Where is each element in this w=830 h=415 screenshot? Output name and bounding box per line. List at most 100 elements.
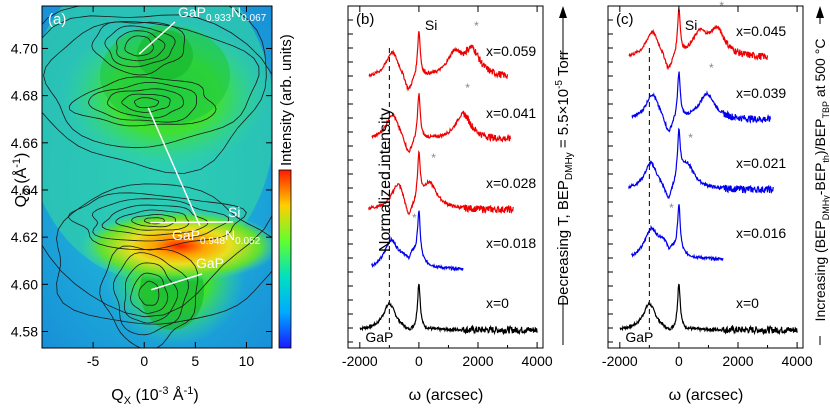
x-tick-label: 0 [415,353,423,369]
contour-ring [130,272,169,314]
x-tick-label: -2000 [342,353,378,369]
rsm-y-tick-label: 4.68 [11,88,38,104]
series-curve [371,93,511,154]
series-label: x=0.041 [486,105,536,121]
series-curve [371,210,464,272]
rsm-y-ticks: 4.58 4.60 4.62 4.64 4.66 4.68 4.70 [11,40,272,339]
layer-peak-marker: * [465,81,470,95]
contour-ring [56,183,272,325]
series-label: x=0.045 [736,23,786,39]
rsm-x-tick-label: 0 [140,353,148,369]
rsm-y-tick-label: 4.66 [11,135,38,151]
panel-b-x-ticks: -2000 0 2000 4000 [342,6,553,369]
contour-ring [42,14,272,318]
panel-c-frame [607,5,804,349]
series-curve [631,71,771,133]
gap-reference-label: GaP [365,329,393,345]
x-tick-label: 4000 [522,353,553,369]
contour-ring [138,280,160,306]
contour-ring [112,252,189,336]
panel-a-label: (a) [48,11,66,28]
panel-a-rsm: (a) -5 0 5 10 4.584.604.624.644.664.684.70 … [11,4,273,407]
rsm-y-tick-label: 4.58 [11,323,38,339]
peak-label: GaP0.933N0.067 [178,4,267,24]
colorbar-label: Intensity (arb. units) [278,34,295,166]
layer-peak-marker: * [688,131,693,145]
contour-ring [115,209,190,231]
peak-pointer [150,221,234,224]
contour-ring [91,198,230,242]
contour-ring [107,88,184,119]
x-tick-label: 2000 [722,353,753,369]
series-curve [631,204,724,262]
rsm-peak-labels: GaP0.933N0.067 GaP0.948N0.052 Si GaP [138,4,267,291]
colorbar-gradient [278,169,292,349]
contour-ring [88,82,198,123]
contour-ring [121,93,171,113]
colorbar: Intensity (arb. units) [278,34,295,349]
panel-b-label: (b) [356,11,374,28]
contour-ring [91,21,186,76]
x-tick-label: 4000 [782,353,813,369]
contour-ring [42,6,267,174]
rsm-y-tick-label: 4.70 [11,40,38,56]
panel-b-x-axis-title: ω (arcsec) [409,387,484,404]
layer-peak-marker: * [431,151,436,165]
peak-pointer [138,21,176,55]
panel-b-side-label: Decreasing T, BEPDMHy = 5.5×10-5 Torr [554,6,575,345]
x-tick-label: 0 [675,353,683,369]
contour-ring [99,245,199,348]
series-curve [628,127,774,199]
rsm-y-tick-label: 4.64 [11,182,38,198]
peak-label: GaP [196,255,224,271]
peak-label: Si [228,204,240,220]
x-tick-label: -2000 [602,353,638,369]
panel-c-side-label: Increasing (BEPDMHy-BEPth)/BEPTBP at 500… [811,6,830,345]
series-label: x=0 [486,295,509,311]
panel-b-y-axis-title: Normalized intensity [377,108,394,252]
contour-ring [67,192,247,251]
layer-peak-marker: * [709,61,714,75]
series-label: x=0 [736,295,759,311]
rsm-y-axis-title: QZ (Å-1) [11,153,33,208]
rsm-x-axis-title: QX (10-3 Å-1) [111,385,198,407]
series-label: x=0.059 [486,43,536,59]
series-label: x=0.039 [736,85,786,101]
rsm-y-tick-label: 4.62 [11,229,38,245]
panel-b-xrd: (b) GaP x=0 x=0.018 * x=0.028 * x=0.041 * x=0.05… [342,5,553,404]
series-label: x=0.028 [486,175,536,191]
rsm-x-ticks: -5 0 5 10 [87,6,254,369]
rsm-y-tick-label: 4.60 [11,276,38,292]
rsm-x-tick-label: -5 [87,353,100,369]
series-curve [628,8,768,71]
contour-ring [133,97,160,109]
contour-ring [104,25,176,68]
panel-c-xrd: (c) GaP x=0 x=0.016 * x=0.021 * x=0.039 * x=0.04… [602,0,813,404]
gap-reference-label: GaP [625,329,653,345]
layer-peak-marker: * [669,201,674,215]
x-tick-label: 2000 [462,353,493,369]
rsm-frame [41,5,273,349]
contour-ring [123,262,179,324]
contour-ring [131,213,176,228]
peak-pointer [147,107,201,227]
series-curve [359,283,538,336]
layer-peak-marker: * [719,0,724,13]
series-curve [619,283,798,336]
peak-label: GaP0.948N0.052 [172,227,261,247]
contour-ring [124,35,154,57]
series-label: x=0.016 [736,225,786,241]
series-curve [368,150,514,216]
contour-ring [43,21,260,149]
panel-c-x-ticks: -2000 0 2000 4000 [602,6,813,369]
series-curve [368,31,508,92]
peak-pointer [151,273,203,291]
panel-c-curves: GaP x=0 x=0.016 * x=0.021 * x=0.039 * x=0.045 * Si [619,0,798,345]
panel-c-label: (c) [616,11,634,28]
contour-ring [116,30,166,62]
series-label: x=0.021 [736,155,786,171]
si-label: Si [685,17,697,33]
si-label: Si [425,17,437,33]
panel-b-frame [347,5,544,349]
